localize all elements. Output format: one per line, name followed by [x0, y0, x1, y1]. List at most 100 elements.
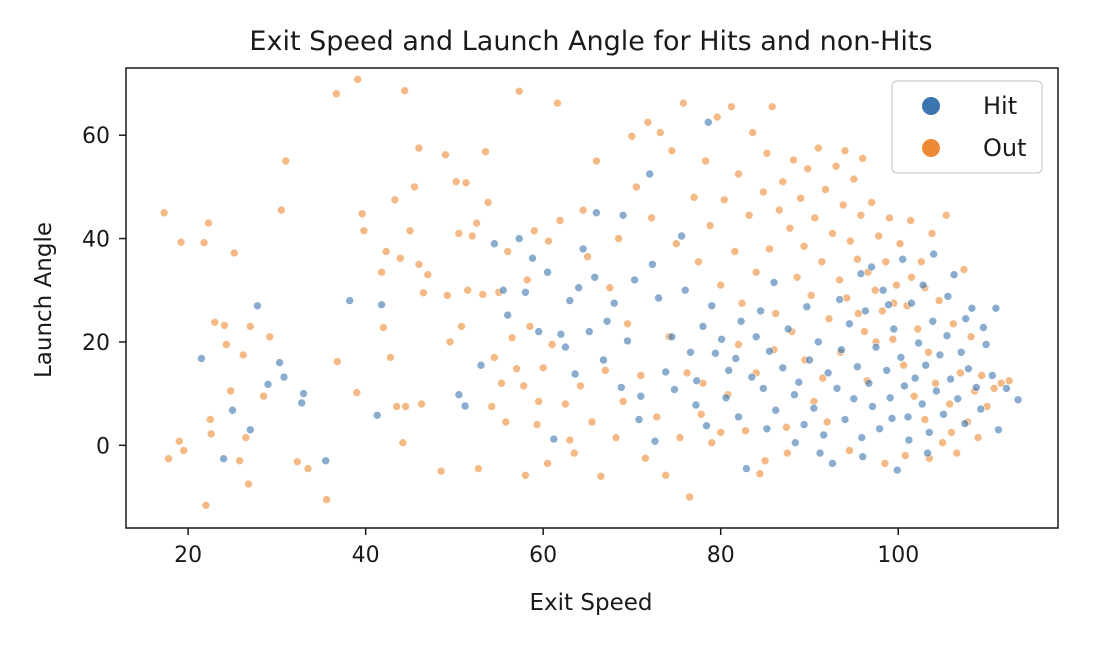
point-out [796, 193, 805, 203]
point-out [525, 322, 535, 331]
point-hit [574, 283, 584, 293]
point-out [583, 252, 592, 262]
point-out [973, 433, 983, 442]
point-out [201, 500, 211, 510]
point-hit [734, 412, 743, 422]
point-out [472, 218, 481, 228]
x-tick-label: 100 [877, 543, 919, 568]
point-hit [819, 430, 829, 440]
point-hit [794, 377, 804, 387]
point-out [220, 321, 229, 330]
point-out [689, 192, 699, 202]
point-hit [900, 381, 909, 391]
point-hit [828, 459, 837, 468]
y-tick-label: 20 [82, 331, 110, 356]
point-hit [691, 400, 701, 410]
point-out [441, 150, 450, 160]
point-out [265, 332, 275, 342]
point-hit [924, 428, 934, 437]
point-hit [956, 347, 966, 357]
point-hit [246, 425, 255, 435]
point-hit [864, 378, 874, 388]
point-hit [592, 208, 601, 217]
point-out [838, 200, 848, 210]
point-out [741, 426, 750, 436]
point-hit [756, 306, 765, 316]
point-hit [724, 366, 734, 375]
chart-title: Exit Speed and Launch Angle for Hits and… [249, 26, 932, 57]
point-hit [949, 270, 959, 280]
point-hit [590, 272, 600, 282]
point-out [751, 267, 761, 277]
point-out [734, 340, 743, 349]
point-out [587, 417, 597, 427]
point-out [600, 366, 610, 375]
plot-frame [125, 67, 1059, 529]
point-hit [856, 269, 866, 279]
point-out [765, 244, 774, 254]
point-hit [197, 354, 206, 363]
point-out [395, 253, 405, 263]
point-hit [454, 390, 464, 400]
point-out [159, 208, 169, 217]
point-out [436, 466, 446, 476]
point-hit [914, 338, 923, 348]
point-out [538, 363, 548, 373]
point-out [222, 340, 231, 349]
point-out [561, 399, 570, 409]
point-hit [871, 342, 881, 352]
point-out [503, 247, 513, 256]
point-out [519, 381, 529, 391]
point-hit [736, 316, 746, 326]
point-out [623, 319, 632, 329]
point-out [989, 384, 999, 393]
point-out [696, 409, 706, 419]
point-out [410, 182, 419, 192]
point-out [445, 337, 455, 347]
point-out [860, 327, 869, 336]
point-hit [661, 367, 671, 377]
point-hit [809, 403, 819, 413]
point-hit [769, 278, 779, 287]
point-hit [578, 244, 588, 254]
point-out [818, 373, 828, 383]
point-out [400, 86, 410, 95]
point-out [900, 451, 910, 460]
point-out [909, 391, 919, 401]
point-out [483, 198, 493, 207]
point-out [576, 381, 585, 391]
point-out [767, 102, 777, 112]
point-hit [490, 239, 499, 248]
point-out [737, 298, 747, 308]
point-out [474, 464, 483, 473]
point-out [952, 448, 962, 458]
point-hit [868, 402, 877, 411]
point-hit [667, 332, 677, 342]
legend-label-hit: Hit [983, 92, 1017, 120]
point-hit [372, 410, 382, 420]
point-hit [923, 448, 932, 458]
point-hit [790, 438, 800, 448]
point-out [655, 128, 665, 137]
point-hit [253, 301, 262, 311]
point-out [244, 479, 253, 489]
point-out [831, 161, 841, 171]
point-out [744, 211, 754, 220]
point-hit [584, 327, 594, 336]
point-hit [498, 285, 508, 295]
point-hit [815, 448, 825, 458]
point-out [514, 87, 524, 96]
point-out [226, 386, 235, 396]
point-out [685, 492, 694, 502]
point-out [877, 306, 887, 316]
point-out [210, 317, 220, 327]
point-out [707, 438, 717, 448]
point-out [845, 446, 854, 455]
point-hit [279, 372, 289, 382]
point-out [667, 146, 677, 155]
point-hit [840, 415, 850, 424]
point-hit [783, 324, 793, 334]
point-out [618, 397, 628, 406]
point-hit [670, 385, 679, 394]
point-out [386, 353, 395, 362]
